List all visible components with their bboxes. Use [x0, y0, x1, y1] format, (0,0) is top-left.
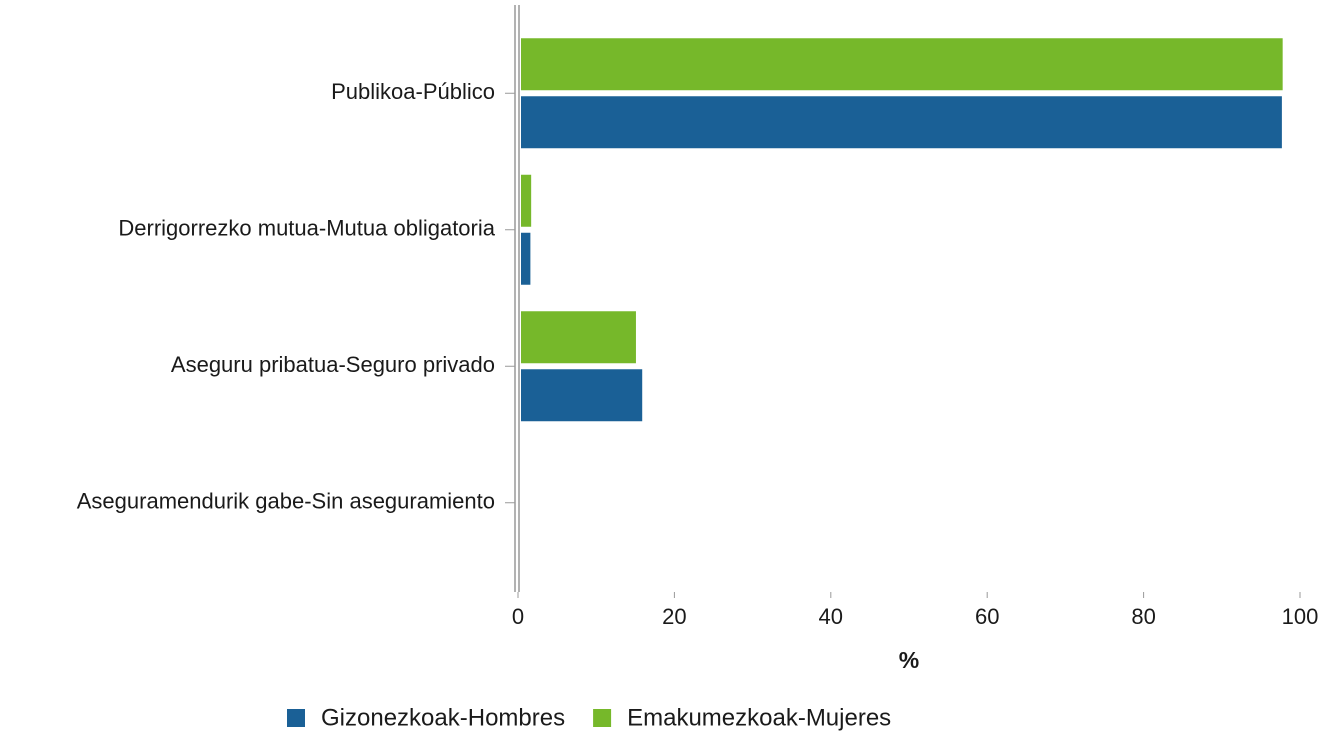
x-axis-title: %: [899, 647, 919, 673]
bar: [521, 96, 1282, 149]
y-tick-label: Derrigorrezko mutua-Mutua obligatoria: [118, 216, 495, 241]
y-tick-label: Aseguramendurik gabe-Sin aseguramiento: [77, 489, 495, 514]
x-tick-label: 40: [819, 604, 843, 629]
bar: [521, 232, 531, 285]
x-tick-label: 100: [1282, 604, 1319, 629]
x-tick-label: 20: [662, 604, 686, 629]
legend-swatch: [593, 709, 612, 727]
bar: [521, 311, 636, 364]
legend-label: Emakumezkoak-Mujeres: [627, 704, 891, 731]
y-tick-label: Publikoa-Público: [331, 79, 495, 104]
bar: [521, 174, 532, 227]
y-tick-label: Aseguru pribatua-Seguro privado: [171, 352, 495, 377]
bar: [521, 369, 643, 422]
legend-swatch: [287, 709, 305, 727]
x-tick-label: 0: [512, 604, 524, 629]
x-tick-label: 60: [975, 604, 999, 629]
bar: [521, 38, 1283, 91]
x-tick-label: 80: [1131, 604, 1155, 629]
legend-label: Gizonezkoak-Hombres: [321, 704, 565, 731]
